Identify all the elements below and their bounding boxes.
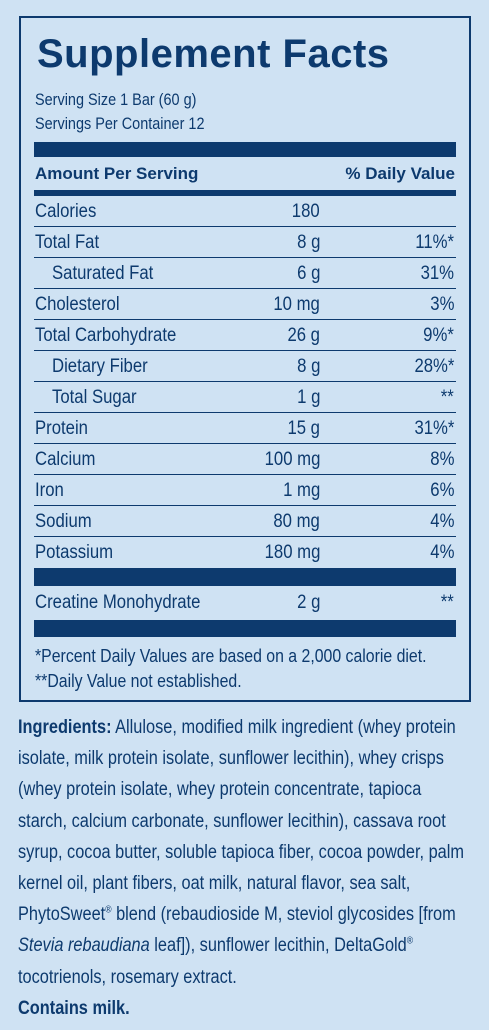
daily-value-not-established-footnote: **Daily Value not established. (35, 671, 242, 691)
nutrient-amount: 15 g (287, 418, 320, 439)
nutrient-row: Total Fat 8 g 11%* (34, 227, 456, 258)
nutrient-name: Calcium (35, 449, 96, 470)
nutrient-amount: 1 g (296, 387, 320, 408)
serving-size: Serving Size 1 Bar (60 g) (35, 90, 197, 109)
registered-mark: ® (406, 936, 414, 948)
nutrient-name: Dietary Fiber (52, 356, 148, 377)
nutrient-amount: 26 g (287, 325, 320, 346)
nutrient-amount: 10 mg (273, 294, 320, 315)
nutrient-daily-value: 6% (429, 480, 454, 501)
nutrient-row: Potassium 180 mg 4% (34, 537, 456, 568)
nutrient-row: Sodium 80 mg 4% (34, 506, 456, 537)
nutrient-daily-value: 31% (420, 263, 454, 284)
nutrient-daily-value: ** (440, 387, 454, 408)
nutrient-daily-value: 28%* (414, 356, 454, 377)
thick-divider (34, 620, 456, 637)
other-ingredient-name: Creatine Monohydrate (35, 592, 201, 613)
nutrient-row: Cholesterol 10 mg 3% (34, 289, 456, 320)
nutrient-row: Dietary Fiber 8 g 28%* (34, 351, 456, 382)
nutrient-row: Saturated Fat 6 g 31% (34, 258, 456, 289)
ingredients-italic-text: Stevia rebaudiana (18, 935, 150, 957)
nutrient-name: Saturated Fat (52, 263, 154, 284)
nutrient-amount: 80 mg (273, 511, 320, 532)
nutrient-amount: 180 mg (264, 542, 320, 563)
nutrient-name: Protein (35, 418, 88, 439)
nutrient-name: Total Sugar (52, 387, 137, 408)
nutrient-amount: 6 g (296, 263, 320, 284)
other-ingredient-amount: 2 g (296, 592, 320, 613)
nutrient-daily-value: 8% (429, 449, 454, 470)
nutrient-name: Calories (35, 201, 97, 222)
nutrient-amount: 8 g (296, 232, 320, 253)
nutrient-amount: 1 mg (282, 480, 320, 501)
column-header: Amount Per Serving % Daily Value (35, 164, 455, 188)
nutrient-daily-value: 11%* (415, 232, 454, 253)
nutrient-name: Sodium (35, 511, 92, 532)
amount-per-serving-label: Amount Per Serving (35, 164, 199, 183)
nutrient-row: Total Sugar 1 g ** (34, 382, 456, 413)
other-ingredient-daily-value: ** (440, 592, 454, 613)
ingredients-text: tocotrienols, rosemary extract. (18, 966, 237, 988)
ingredients-text: blend (rebaudioside M, steviol glycoside… (111, 904, 456, 926)
registered-mark: ® (105, 904, 112, 916)
nutrient-name: Total Carbohydrate (35, 325, 177, 346)
supplement-facts-panel: Supplement Facts Serving Size 1 Bar (60 … (19, 16, 471, 702)
ingredients-statement: Ingredients: Allulose, modified milk ing… (18, 712, 465, 1024)
percent-daily-value-footnote: *Percent Daily Values are based on a 2,0… (35, 646, 427, 666)
nutrient-row: Calories 180 (34, 196, 456, 227)
nutrient-daily-value: 4% (429, 511, 454, 532)
nutrient-daily-value: 31%* (414, 418, 454, 439)
nutrient-name: Total Fat (35, 232, 100, 253)
nutrient-row: Protein 15 g 31%* (34, 413, 456, 444)
nutrient-row: Calcium 100 mg 8% (34, 444, 456, 475)
ingredients-text: Allulose, modified milk ingredient (whey… (18, 717, 464, 926)
nutrient-daily-value: 9%* (423, 325, 454, 346)
servings-per-container: Servings Per Container 12 (35, 114, 205, 133)
medium-divider (34, 190, 456, 196)
nutrient-name: Potassium (35, 542, 114, 563)
panel-title: Supplement Facts (37, 32, 390, 76)
nutrient-amount: 180 (292, 201, 320, 222)
ingredients-text: leaf]), sunflower lecithin, DeltaGold (149, 935, 407, 957)
nutrient-amount: 8 g (296, 356, 320, 377)
nutrient-name: Iron (35, 480, 64, 501)
nutrient-daily-value: 3% (429, 294, 454, 315)
other-ingredient-row: Creatine Monohydrate 2 g ** (34, 587, 456, 618)
daily-value-label: % Daily Value (345, 164, 455, 183)
nutrient-amount: 100 mg (264, 449, 320, 470)
nutrient-daily-value: 4% (429, 542, 454, 563)
ingredients-label: Ingredients: (18, 717, 112, 738)
thick-divider (34, 568, 456, 586)
allergen-statement: Contains milk. (18, 997, 130, 1019)
nutrient-row: Iron 1 mg 6% (34, 475, 456, 506)
nutrient-name: Cholesterol (35, 294, 120, 315)
nutrient-row: Total Carbohydrate 26 g 9%* (34, 320, 456, 351)
thick-divider (34, 142, 456, 157)
